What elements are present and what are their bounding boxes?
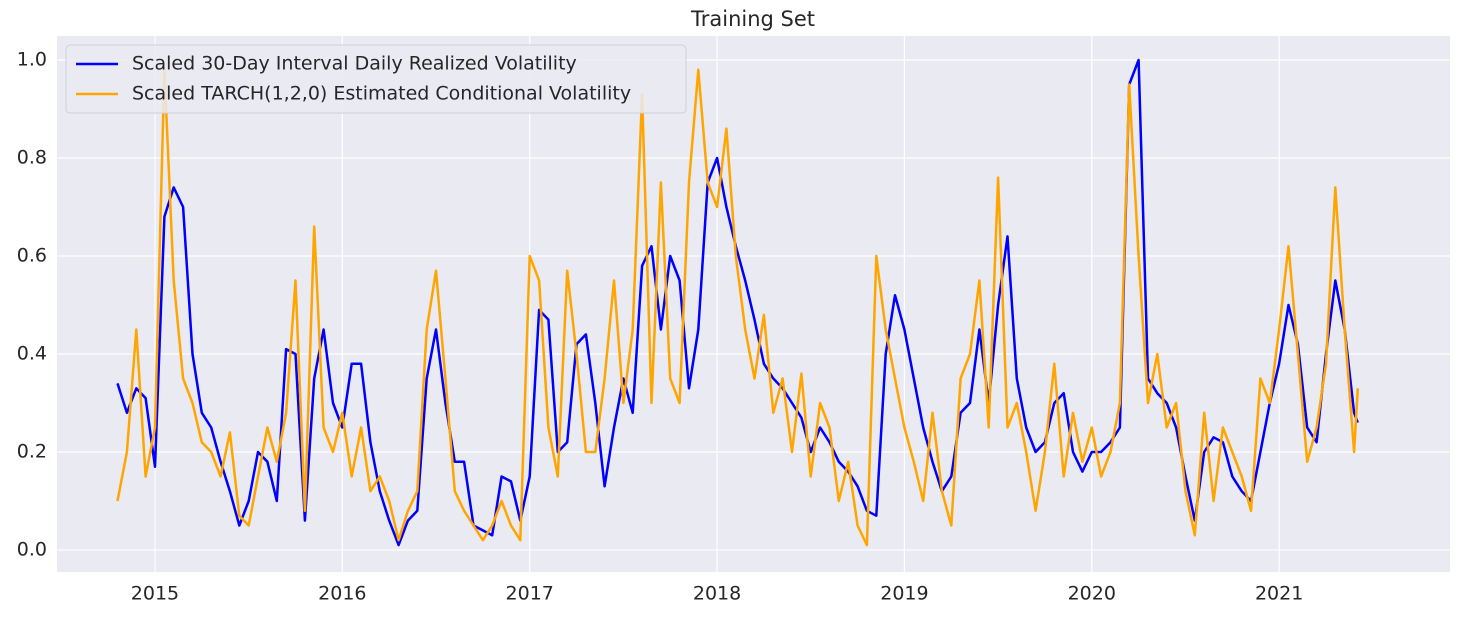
x-tick-label: 2019 <box>880 583 928 605</box>
x-tick-label: 2018 <box>693 583 741 605</box>
x-tick-label: 2015 <box>131 583 179 605</box>
series-line <box>116 68 1360 547</box>
y-tick-label: 0.0 <box>17 538 47 560</box>
chart-title: Training Set <box>690 7 815 31</box>
legend-box <box>65 44 687 114</box>
y-tick-label: 0.6 <box>17 244 47 266</box>
plot-area <box>57 36 1450 572</box>
x-tick-label: 2021 <box>1255 583 1303 605</box>
y-tick-label: 0.8 <box>17 146 47 168</box>
y-tick-label: 1.0 <box>17 49 47 71</box>
legend-label: Scaled 30-Day Interval Daily Realized Vo… <box>132 53 577 75</box>
legend-label: Scaled TARCH(1,2,0) Estimated Conditiona… <box>132 83 631 105</box>
x-tick-label: 2020 <box>1068 583 1116 605</box>
y-tick-label: 0.4 <box>17 342 47 364</box>
x-tick-label: 2017 <box>506 583 554 605</box>
series-line <box>116 58 1359 547</box>
x-tick-label: 2016 <box>318 583 366 605</box>
legend: Scaled 30-Day Interval Daily Realized Vo… <box>65 44 687 114</box>
y-tick-label: 0.2 <box>17 440 47 462</box>
